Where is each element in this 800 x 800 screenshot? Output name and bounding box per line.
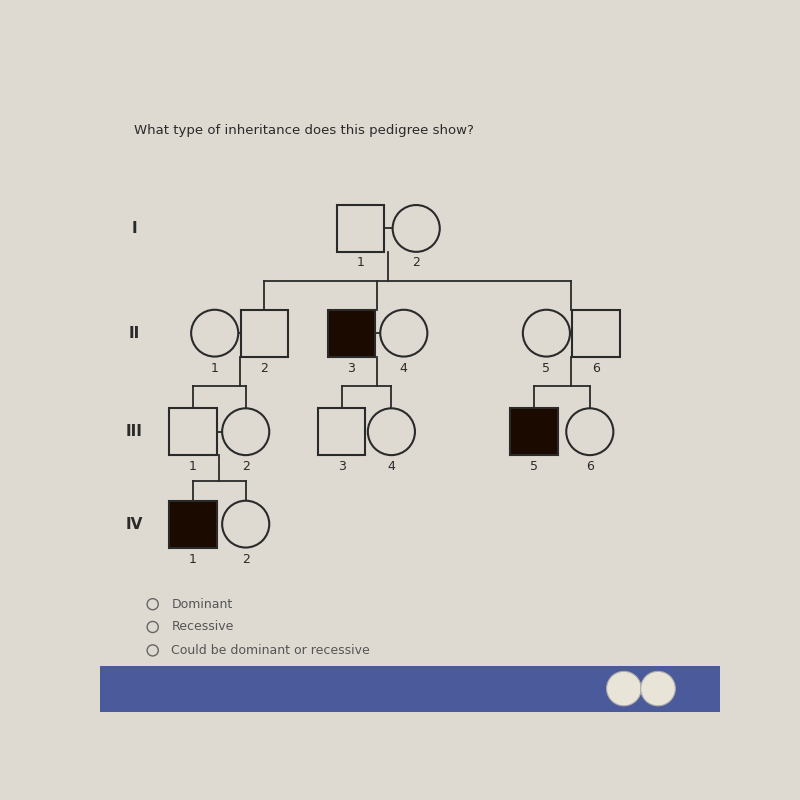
Text: 1: 1 (189, 460, 197, 474)
FancyBboxPatch shape (510, 408, 558, 455)
Text: 3: 3 (347, 362, 355, 374)
Text: 5: 5 (530, 460, 538, 474)
Text: 1: 1 (210, 362, 218, 374)
Text: 6: 6 (592, 362, 600, 374)
Text: Recessive: Recessive (171, 621, 234, 634)
Text: I: I (131, 221, 137, 236)
FancyBboxPatch shape (337, 205, 384, 252)
FancyBboxPatch shape (170, 501, 217, 547)
Text: 2: 2 (412, 256, 420, 269)
Text: 3: 3 (338, 460, 346, 474)
Circle shape (393, 205, 440, 252)
Circle shape (222, 408, 270, 455)
FancyBboxPatch shape (170, 408, 217, 455)
Bar (100, 666, 720, 712)
Text: What type of inheritance does this pedigree show?: What type of inheritance does this pedig… (134, 124, 474, 137)
FancyBboxPatch shape (318, 408, 366, 455)
Circle shape (641, 671, 675, 706)
Circle shape (523, 310, 570, 357)
Text: 2: 2 (260, 362, 268, 374)
Text: IV: IV (126, 517, 142, 532)
FancyBboxPatch shape (327, 310, 374, 357)
Text: 4: 4 (387, 460, 395, 474)
Circle shape (191, 310, 238, 357)
Text: 6: 6 (586, 460, 594, 474)
Circle shape (606, 671, 642, 706)
Circle shape (222, 501, 270, 547)
Text: 1: 1 (357, 256, 364, 269)
FancyBboxPatch shape (573, 310, 619, 357)
Text: 2: 2 (242, 460, 250, 474)
Text: 4: 4 (400, 362, 408, 374)
Text: 2: 2 (242, 553, 250, 566)
Text: II: II (129, 326, 140, 341)
FancyBboxPatch shape (241, 310, 288, 357)
Text: Could be dominant or recessive: Could be dominant or recessive (171, 644, 370, 657)
Circle shape (368, 408, 415, 455)
Text: 5: 5 (542, 362, 550, 374)
Text: Dominant: Dominant (171, 598, 233, 610)
Circle shape (566, 408, 614, 455)
Circle shape (380, 310, 427, 357)
Text: III: III (126, 424, 142, 439)
Text: 1: 1 (189, 553, 197, 566)
